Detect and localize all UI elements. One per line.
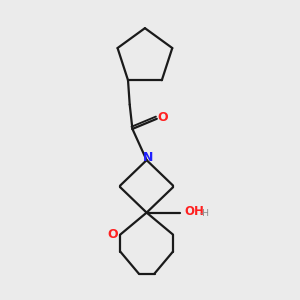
Text: OH: OH	[184, 205, 204, 218]
Text: N: N	[142, 151, 153, 164]
Text: O: O	[107, 228, 118, 241]
Text: O: O	[158, 111, 168, 124]
Text: -H: -H	[199, 209, 209, 218]
